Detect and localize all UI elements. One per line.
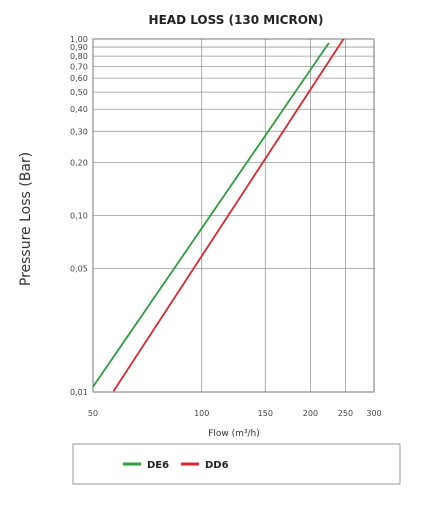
x-gridlines — [201, 39, 346, 392]
chart-title: HEAD LOSS (130 MICRON) — [149, 13, 324, 27]
legend-label-dd6: DD6 — [205, 460, 229, 471]
x-tick-label: 50 — [88, 409, 98, 418]
y-tick-label: 0,05 — [70, 265, 88, 274]
y-tick-label: 0,30 — [70, 127, 88, 136]
x-tick-label: 300 — [366, 409, 381, 418]
y-tick-label: 0,70 — [70, 62, 88, 71]
x-tick-label: 150 — [258, 409, 273, 418]
y-tick-label: 0,01 — [70, 388, 88, 397]
series-line-dd6 — [112, 38, 345, 392]
x-tick-label: 200 — [303, 409, 318, 418]
y-gridlines — [93, 38, 374, 393]
y-tick-label: 0,20 — [70, 158, 88, 167]
y-tick-label: 0,10 — [70, 212, 88, 221]
x-tick-label: 100 — [194, 409, 209, 418]
y-tick-label: 0,90 — [70, 43, 88, 52]
y-tick-label: 1,00 — [70, 35, 88, 44]
y-tick-labels: 0,01 0,05 0,10 0,20 0,30 0,40 0,50 0,60 0,700,80… — [70, 35, 88, 397]
y-tick-label: 0,50 — [70, 88, 88, 97]
series-lines — [92, 38, 345, 392]
y-tick-label: 0,40 — [70, 105, 88, 114]
y-tick-label: 0,60 — [70, 74, 88, 83]
y-axis-label: Pressure Loss (Bar) — [18, 152, 34, 286]
legend-box — [72, 443, 401, 485]
series-line-de6 — [92, 42, 330, 388]
legend-label-de6: DE6 — [147, 460, 169, 471]
y-tick-label: 0,80 — [70, 52, 88, 61]
x-axis-label: Flow (m³/h) — [208, 429, 260, 439]
x-tick-labels: 50 100 150 200 250 300 — [88, 409, 382, 418]
plot-frame — [92, 38, 375, 393]
x-tick-label: 250 — [338, 409, 353, 418]
